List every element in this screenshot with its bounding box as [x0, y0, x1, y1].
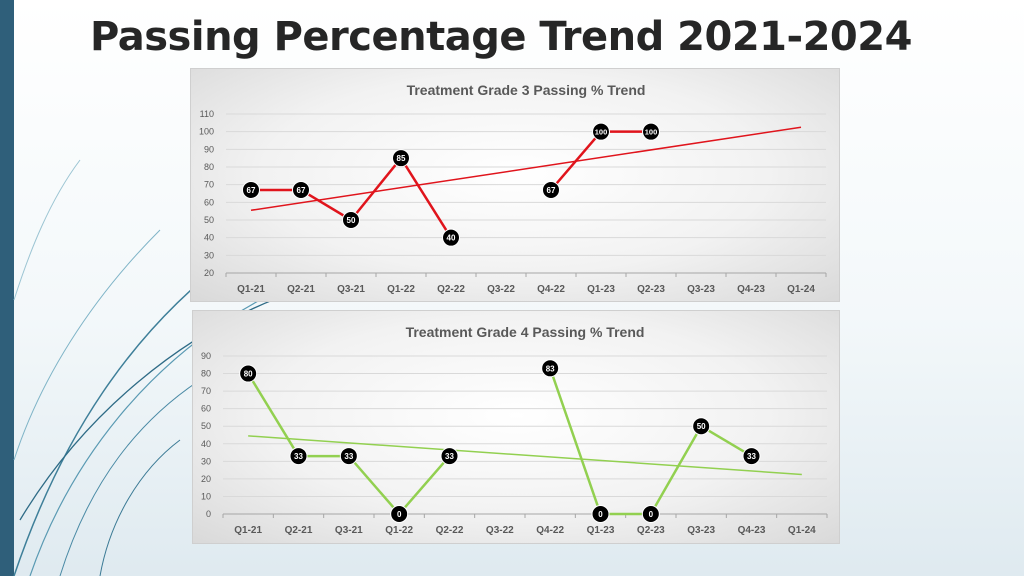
x-tick-label: Q2-23 [637, 284, 665, 295]
x-tick-label: Q3-23 [687, 525, 715, 536]
grade3-chart-panel: Treatment Grade 3 Passing % Trend 20 30 40 5… [190, 68, 840, 302]
y-tick-label: 70 [201, 386, 211, 396]
x-tick-label: Q1-21 [234, 525, 262, 536]
left-accent-bar [0, 0, 14, 576]
y-tick-label: 70 [204, 180, 214, 190]
chart-title: Treatment Grade 3 Passing % Trend [407, 82, 646, 98]
y-tick-label: 40 [201, 439, 211, 449]
data-point [442, 228, 460, 247]
y-tick-label: 100 [199, 127, 214, 137]
y-tick-label: 0 [206, 509, 211, 519]
data-point [591, 505, 610, 523]
x-tick-label: Q1-24 [787, 284, 815, 295]
y-tick-label: 80 [204, 162, 214, 172]
x-tick-label: Q3-21 [335, 525, 363, 536]
x-tick-label: Q3-21 [337, 284, 365, 295]
data-label: 67 [297, 186, 306, 195]
y-tick-label: 80 [201, 369, 211, 379]
x-tick-label: Q2-22 [437, 284, 465, 295]
x-tick-label: Q1-23 [587, 525, 615, 536]
data-label: 67 [247, 186, 256, 195]
data-point [542, 180, 560, 199]
page-title: Passing Percentage Trend 2021-2024 [90, 14, 912, 60]
y-tick-label: 20 [201, 474, 211, 484]
x-tick-label: Q2-21 [287, 284, 315, 295]
y-tick-label: 60 [204, 197, 214, 207]
data-label: 50 [347, 216, 356, 225]
data-label: 33 [747, 452, 756, 461]
x-tick-label: Q1-24 [788, 525, 816, 536]
data-point [642, 122, 660, 141]
data-point [239, 364, 258, 383]
data-label: 0 [598, 510, 603, 519]
data-label: 100 [595, 128, 608, 137]
series-line [548, 367, 753, 516]
grade3-line-chart: Treatment Grade 3 Passing % Trend 20 30 40 5… [199, 82, 827, 295]
x-tick-label: Q2-22 [436, 525, 464, 536]
trendline [248, 435, 802, 476]
data-label: 33 [344, 452, 353, 461]
y-tick-label: 110 [200, 109, 214, 119]
data-point [292, 180, 310, 199]
y-tick-label: 90 [201, 351, 211, 361]
data-point [641, 505, 660, 523]
x-tick-label: Q1-23 [587, 284, 615, 295]
data-point [289, 447, 308, 466]
data-point [440, 447, 459, 466]
data-label: 33 [445, 452, 454, 461]
x-tick-label: Q3-22 [486, 525, 514, 536]
y-tick-label: 30 [204, 250, 214, 260]
y-tick-label: 50 [201, 421, 211, 431]
data-label: 0 [397, 510, 402, 519]
data-label: 0 [649, 510, 654, 519]
y-tick-label: 40 [204, 233, 214, 243]
x-tick-label: Q4-23 [737, 284, 765, 295]
data-point [592, 122, 610, 141]
x-tick-label: Q2-21 [285, 525, 313, 536]
data-label: 80 [244, 370, 253, 379]
y-tick-label: 30 [201, 456, 211, 466]
data-label: 33 [294, 452, 303, 461]
x-tick-label: Q3-22 [487, 284, 515, 295]
data-label: 50 [697, 422, 706, 431]
data-label: 85 [397, 154, 406, 163]
y-tick-label: 20 [204, 268, 214, 278]
x-tick-label: Q4-22 [537, 284, 565, 295]
data-point [742, 447, 761, 466]
x-tick-label: Q4-22 [536, 525, 564, 536]
data-point [541, 359, 560, 378]
trendline [250, 126, 802, 212]
data-label: 40 [447, 234, 456, 243]
x-tick-label: Q2-23 [637, 525, 665, 536]
grade4-chart-panel: Treatment Grade 4 Passing % Trend 0 10 20 30… [192, 310, 840, 544]
data-point [339, 447, 358, 466]
data-label: 67 [547, 186, 556, 195]
data-point [692, 417, 711, 436]
grade4-line-chart: Treatment Grade 4 Passing % Trend 0 10 20 30… [201, 324, 828, 536]
y-tick-label: 90 [204, 144, 214, 154]
x-tick-label: Q1-22 [385, 525, 413, 536]
y-tick-label: 60 [201, 404, 211, 414]
x-tick-label: Q3-23 [687, 284, 715, 295]
data-point [392, 149, 410, 168]
chart-title: Treatment Grade 4 Passing % Trend [406, 324, 645, 340]
data-label: 83 [546, 364, 555, 373]
x-tick-label: Q1-22 [387, 284, 415, 295]
x-tick-label: Q4-23 [738, 525, 766, 536]
x-tick-label: Q1-21 [237, 284, 265, 295]
data-label: 100 [645, 128, 658, 137]
data-point [242, 180, 260, 199]
y-tick-label: 10 [201, 491, 211, 501]
data-point [390, 505, 409, 523]
data-point [342, 211, 360, 229]
y-tick-label: 50 [204, 215, 214, 225]
